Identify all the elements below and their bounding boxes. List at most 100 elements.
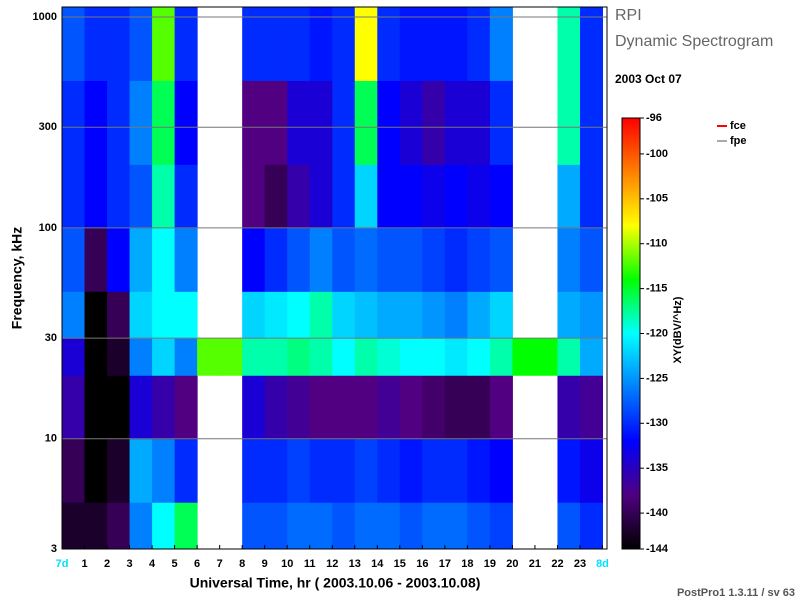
x-tick-label: 7d xyxy=(56,558,69,570)
cell xyxy=(579,438,603,503)
cell xyxy=(242,375,266,440)
x-tick-label: 4 xyxy=(149,558,156,570)
colorbar-tick-label: -115 xyxy=(646,283,667,295)
cell xyxy=(129,438,153,503)
cell xyxy=(579,80,603,165)
x-tick-label: 8 xyxy=(239,558,245,570)
colorbar xyxy=(621,117,641,550)
cell xyxy=(467,164,491,229)
cell xyxy=(354,375,378,440)
colorbar-tick-label: -144 xyxy=(646,543,669,555)
cell xyxy=(377,375,401,440)
cell xyxy=(399,227,423,292)
y-tick-label: 30 xyxy=(45,332,57,344)
cell xyxy=(377,502,401,550)
cell xyxy=(422,164,446,229)
chart-subtitle: Dynamic Spectrogram xyxy=(615,33,773,50)
x-tick-label: 12 xyxy=(326,558,338,570)
x-tick-label: 22 xyxy=(551,558,563,570)
cell xyxy=(309,80,333,165)
cell xyxy=(332,7,356,81)
cell xyxy=(152,164,176,229)
cell xyxy=(332,291,356,339)
cell xyxy=(512,338,536,376)
cell xyxy=(129,338,153,376)
cell xyxy=(287,7,311,81)
cell xyxy=(354,7,378,81)
cell xyxy=(84,375,108,440)
cell xyxy=(107,80,131,165)
cell xyxy=(534,338,558,376)
chart-title: RPI xyxy=(615,7,642,24)
legend-label: fpe xyxy=(730,135,747,147)
x-tick-label: 23 xyxy=(574,558,586,570)
cell xyxy=(354,227,378,292)
cell xyxy=(152,438,176,503)
cell xyxy=(287,338,311,376)
cell xyxy=(579,227,603,292)
x-tick-label: 19 xyxy=(484,558,496,570)
cell xyxy=(467,375,491,440)
cell xyxy=(467,80,491,165)
cell xyxy=(354,338,378,376)
cell xyxy=(557,7,581,81)
x-tick-label: 6 xyxy=(194,558,200,570)
x-tick-label: 9 xyxy=(262,558,268,570)
cell xyxy=(287,80,311,165)
cell xyxy=(264,438,288,503)
cell xyxy=(399,291,423,339)
cell xyxy=(84,164,108,229)
cell xyxy=(422,502,446,550)
cell xyxy=(129,164,153,229)
cell xyxy=(129,80,153,165)
cell xyxy=(152,375,176,440)
cell xyxy=(557,80,581,165)
cell xyxy=(332,375,356,440)
cell xyxy=(579,7,603,81)
x-tick-label: 20 xyxy=(506,558,518,570)
cell xyxy=(309,227,333,292)
colorbar-tick-label: -100 xyxy=(646,148,668,160)
cell xyxy=(242,227,266,292)
cell xyxy=(309,502,333,550)
cell xyxy=(152,502,176,550)
cell xyxy=(264,338,288,376)
cell xyxy=(264,502,288,550)
x-tick-label: 1 xyxy=(81,558,87,570)
cell xyxy=(152,291,176,339)
cell xyxy=(422,338,446,376)
cell xyxy=(444,291,468,339)
date-label: 2003 Oct 07 xyxy=(615,72,682,86)
cell xyxy=(557,291,581,339)
cell xyxy=(174,338,198,376)
colorbar-tick-label: -105 xyxy=(646,193,668,205)
cell xyxy=(422,7,446,81)
cell xyxy=(377,164,401,229)
cell xyxy=(287,438,311,503)
cell xyxy=(152,80,176,165)
x-tick-label: 11 xyxy=(304,558,316,570)
cell xyxy=(399,375,423,440)
cell xyxy=(84,502,108,550)
cell xyxy=(174,227,198,292)
colorbar-tick-label: -96 xyxy=(646,112,662,124)
cell xyxy=(107,291,131,339)
cell xyxy=(399,164,423,229)
colorbar-tick-label: -130 xyxy=(646,417,668,429)
cell xyxy=(152,338,176,376)
cell xyxy=(107,227,131,292)
legend-label: fce xyxy=(730,120,746,132)
cell xyxy=(422,291,446,339)
cell xyxy=(242,338,266,376)
cell xyxy=(62,438,86,503)
cell xyxy=(467,7,491,81)
cell xyxy=(557,227,581,292)
cell xyxy=(287,502,311,550)
cell xyxy=(332,438,356,503)
cell xyxy=(467,438,491,503)
cell xyxy=(422,438,446,503)
cell xyxy=(84,7,108,81)
y-tick-label: 100 xyxy=(39,222,57,234)
colorbar-tick-label: -120 xyxy=(646,327,668,339)
cell xyxy=(579,502,603,550)
